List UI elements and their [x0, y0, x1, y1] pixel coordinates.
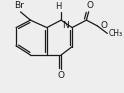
- Text: N: N: [62, 21, 68, 30]
- Text: Br: Br: [14, 1, 24, 10]
- Text: O: O: [86, 1, 93, 10]
- Text: CH₃: CH₃: [109, 29, 123, 38]
- Text: H: H: [55, 2, 62, 11]
- Text: O: O: [58, 71, 65, 80]
- Text: O: O: [100, 21, 107, 30]
